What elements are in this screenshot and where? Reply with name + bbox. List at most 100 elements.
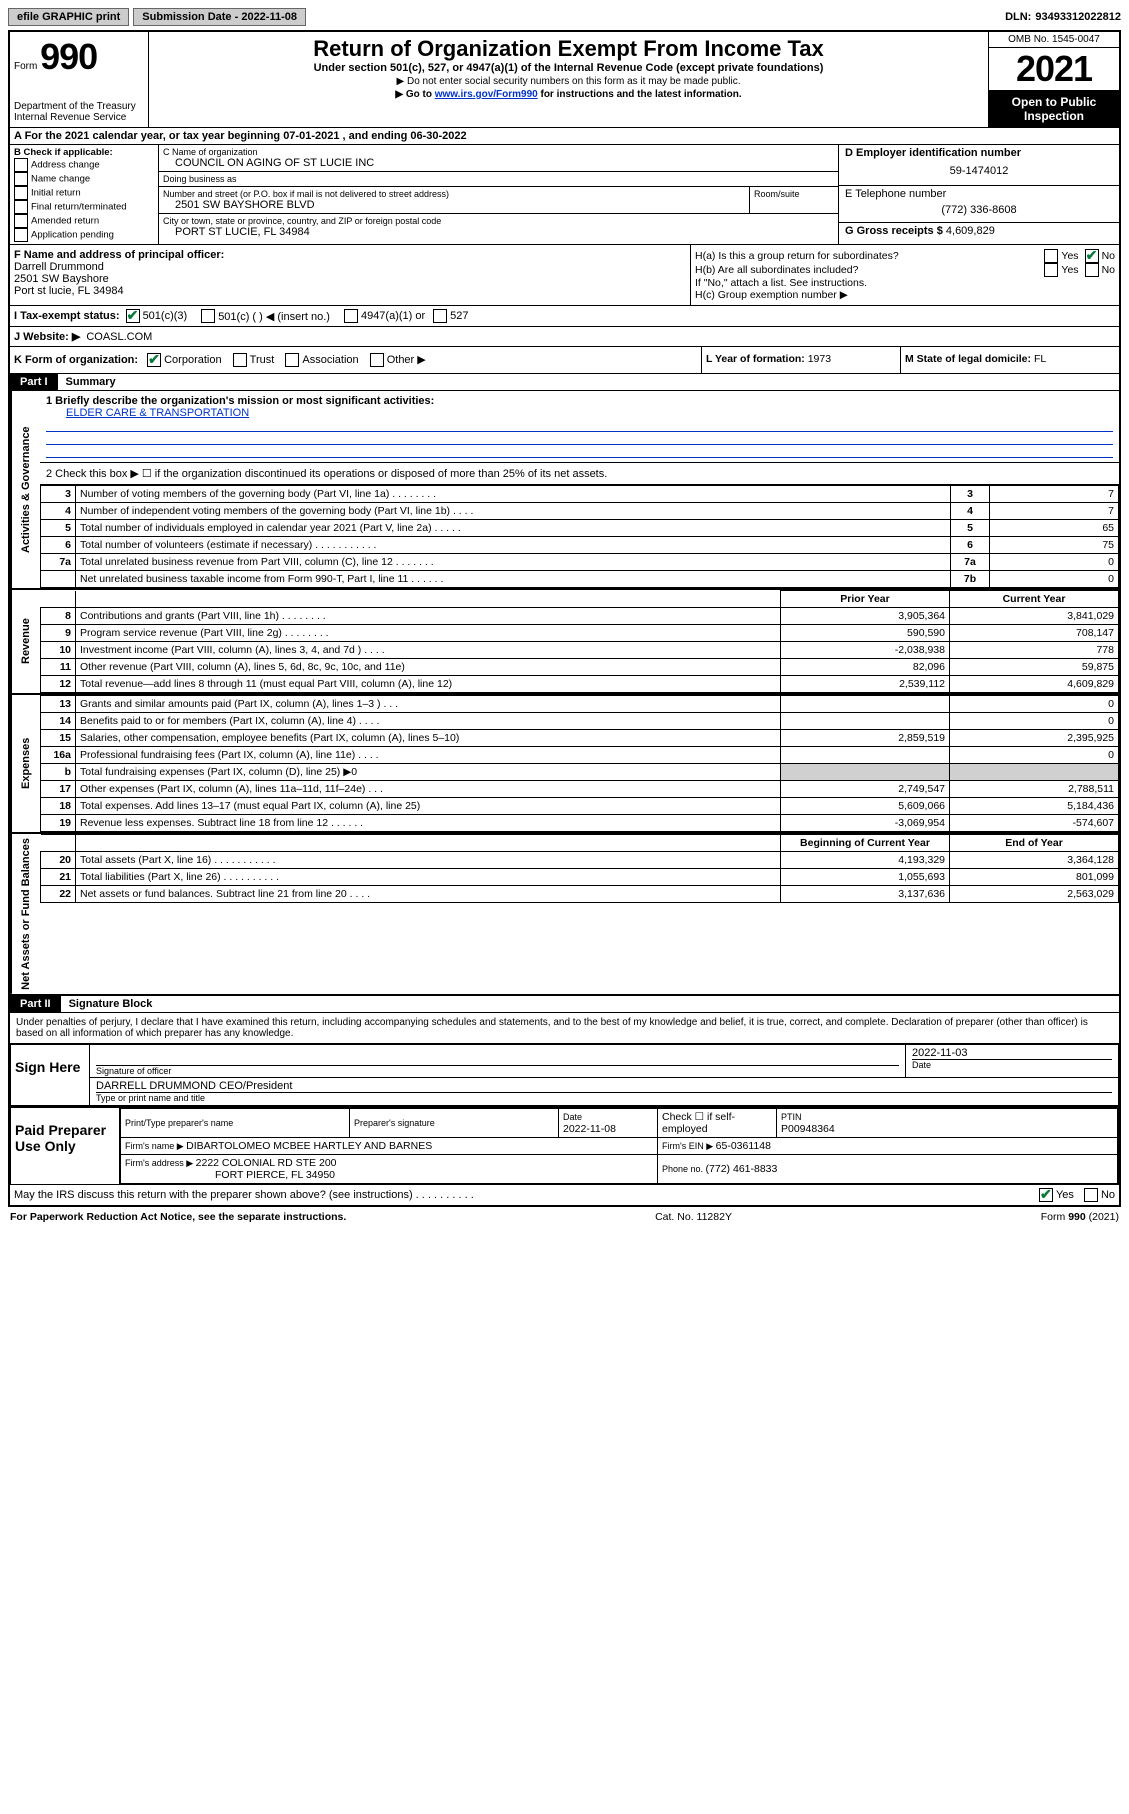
cb-527[interactable] (433, 309, 447, 323)
table-row: 5Total number of individuals employed in… (41, 520, 1119, 537)
form-number: 990 (40, 36, 97, 77)
cb-name-change[interactable]: Name change (14, 172, 154, 186)
k-label: K Form of organization: (14, 354, 138, 366)
prep-sig-label: Preparer's signature (354, 1118, 435, 1128)
dln-label: DLN: (1005, 11, 1031, 23)
cb-association[interactable] (285, 353, 299, 367)
table-row: 15Salaries, other compensation, employee… (41, 730, 1119, 747)
city-label: City or town, state or province, country… (163, 216, 834, 226)
cb-501c[interactable] (201, 309, 215, 323)
table-row: 4Number of independent voting members of… (41, 503, 1119, 520)
cb-4947[interactable] (344, 309, 358, 323)
table-row: 18Total expenses. Add lines 13–17 (must … (41, 798, 1119, 815)
col-b-header: B Check if applicable: (14, 147, 154, 158)
addr-value: 2501 SW BAYSHORE BLVD (163, 199, 745, 211)
table-row: 3Number of voting members of the governi… (41, 486, 1119, 503)
form-container: Form 990 Department of the Treasury Inte… (8, 30, 1121, 1207)
ha-label: H(a) Is this a group return for subordin… (695, 250, 1044, 262)
header-right: OMB No. 1545-0047 2021 Open to Public In… (988, 32, 1119, 127)
cb-trust[interactable] (233, 353, 247, 367)
row-i-tax-status: I Tax-exempt status: 501(c)(3) 501(c) ( … (10, 306, 1119, 327)
footer-left: For Paperwork Reduction Act Notice, see … (10, 1211, 346, 1223)
side-revenue: Revenue (10, 590, 40, 693)
section-h: H(a) Is this a group return for subordin… (691, 245, 1119, 305)
form-header: Form 990 Department of the Treasury Inte… (10, 32, 1119, 128)
cb-501c3[interactable] (126, 309, 140, 323)
table-row: 16aProfessional fundraising fees (Part I… (41, 747, 1119, 764)
declaration-text: Under penalties of perjury, I declare th… (10, 1013, 1119, 1043)
col-d-ein: D Employer identification number 59-1474… (839, 145, 1119, 244)
website-value: COASL.COM (86, 331, 152, 343)
dba-label: Doing business as (163, 174, 834, 184)
table-row: 22Net assets or fund balances. Subtract … (41, 886, 1119, 903)
hb-yes-cb[interactable] (1044, 263, 1058, 277)
irs-link[interactable]: www.irs.gov/Form990 (435, 89, 538, 100)
gross-value: 4,609,829 (946, 225, 995, 237)
discuss-yes-cb[interactable] (1039, 1188, 1053, 1202)
cb-application-pending[interactable]: Application pending (14, 228, 154, 242)
ptin-label: PTIN (781, 1112, 802, 1122)
ha-no-cb[interactable] (1085, 249, 1099, 263)
efile-button[interactable]: efile GRAPHIC print (8, 8, 129, 26)
org-name: COUNCIL ON AGING OF ST LUCIE INC (163, 157, 834, 169)
ha-yes-cb[interactable] (1044, 249, 1058, 263)
net-assets-table: Beginning of Current Year End of Year 20… (40, 834, 1119, 903)
officer-label: Type or print name and title (96, 1092, 1112, 1103)
tax-year: 2021 (989, 48, 1119, 91)
col-c-org-info: C Name of organization COUNCIL ON AGING … (159, 145, 839, 244)
cb-final-return[interactable]: Final return/terminated (14, 200, 154, 214)
cb-amended-return[interactable]: Amended return (14, 214, 154, 228)
firm-addr1: 2222 COLONIAL RD STE 200 (196, 1157, 337, 1169)
k-form-org: K Form of organization: Corporation Trus… (10, 347, 702, 373)
submission-date: 2022-11-08 (241, 11, 297, 23)
note-ssn: ▶ Do not enter social security numbers o… (157, 76, 980, 87)
i-label: I Tax-exempt status: (14, 310, 120, 322)
form-word: Form (14, 61, 37, 72)
section-fh: F Name and address of principal officer:… (10, 245, 1119, 306)
row-j-website: J Website: ▶ COASL.COM (10, 327, 1119, 347)
table-row: 14Benefits paid to or for members (Part … (41, 713, 1119, 730)
firm-phone: (772) 461-8833 (706, 1163, 778, 1175)
part1-header: Part I Summary (10, 374, 1119, 391)
cb-address-change[interactable]: Address change (14, 158, 154, 172)
gross-label: G Gross receipts $ (845, 225, 946, 237)
form-title: Return of Organization Exempt From Incom… (157, 36, 980, 62)
prep-date: 2022-11-08 (563, 1123, 616, 1135)
table-row: 21Total liabilities (Part X, line 26) . … (41, 869, 1119, 886)
city-value: PORT ST LUCIE, FL 34984 (163, 226, 834, 238)
dept-treasury: Department of the Treasury (14, 101, 144, 112)
discuss-no-cb[interactable] (1084, 1188, 1098, 1202)
q2-block: 2 Check this box ▶ ☐ if the organization… (40, 463, 1119, 485)
hb-no-cb[interactable] (1085, 263, 1099, 277)
paid-preparer-block: Paid Preparer Use Only Print/Type prepar… (10, 1107, 1119, 1185)
table-row: 8Contributions and grants (Part VIII, li… (41, 608, 1119, 625)
q1-label: 1 Briefly describe the organization's mi… (46, 395, 1113, 407)
side-expenses: Expenses (10, 695, 40, 832)
sign-here-block: Sign Here Signature of officer 2022-11-0… (10, 1043, 1119, 1107)
sig-date-label: Date (912, 1059, 1112, 1070)
part1-badge: Part I (10, 374, 58, 390)
side-net-assets: Net Assets or Fund Balances (10, 834, 40, 994)
ein-value: 59-1474012 (845, 159, 1113, 183)
cb-initial-return[interactable]: Initial return (14, 186, 154, 200)
table-row: 17Other expenses (Part IX, column (A), l… (41, 781, 1119, 798)
firm-ein-label: Firm's EIN ▶ (662, 1141, 716, 1151)
revenue-table: Prior Year Current Year 8Contributions a… (40, 590, 1119, 693)
table-row: 13Grants and similar amounts paid (Part … (41, 696, 1119, 713)
submission-label: Submission Date - (142, 11, 241, 23)
submission-date-button[interactable]: Submission Date - 2022-11-08 (133, 8, 306, 26)
part2-header: Part II Signature Block (10, 996, 1119, 1013)
prep-date-label: Date (563, 1112, 582, 1122)
current-year-hdr: Current Year (950, 591, 1119, 608)
room-label: Room/suite (754, 189, 834, 199)
l-year-formation: L Year of formation: 1973 (702, 347, 901, 373)
table-row: 11Other revenue (Part VIII, column (A), … (41, 659, 1119, 676)
ptin-value: P00948364 (781, 1123, 835, 1135)
table-row: 12Total revenue—add lines 8 through 11 (… (41, 676, 1119, 693)
part1-title: Summary (58, 374, 124, 390)
firm-addr2: FORT PIERCE, FL 34950 (125, 1169, 335, 1181)
cb-other[interactable] (370, 353, 384, 367)
cb-corporation[interactable] (147, 353, 161, 367)
m-state-domicile: M State of legal domicile: FL (901, 347, 1119, 373)
governance-table: 3Number of voting members of the governi… (40, 485, 1119, 588)
